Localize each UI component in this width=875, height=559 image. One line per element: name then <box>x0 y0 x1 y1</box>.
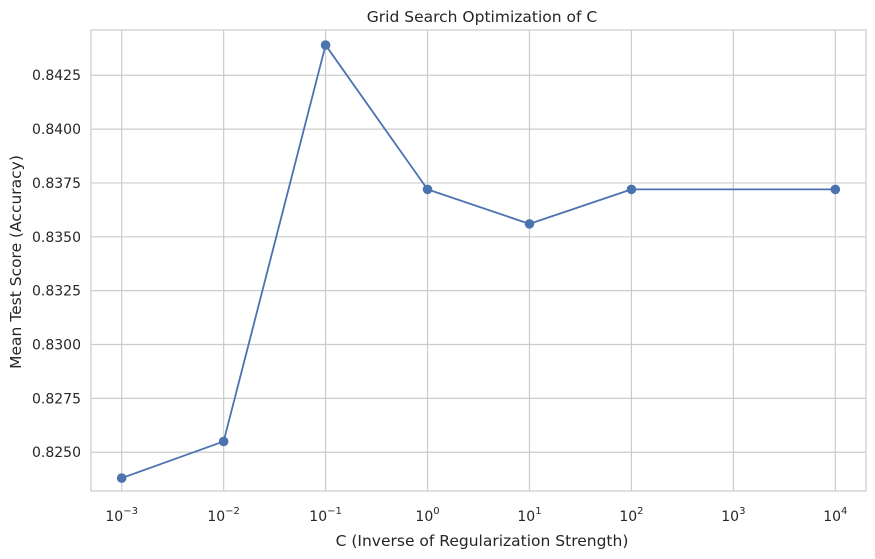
x-axis-ticks: 10−3 10−2 10−1 100 101 102 103 104 <box>105 506 847 525</box>
x-tick-label: 10−1 <box>309 506 342 525</box>
y-tick-label: 0.8425 <box>32 68 81 84</box>
x-tick-label: 101 <box>517 506 541 525</box>
y-axis-ticks: 0.8250 0.8275 0.8300 0.8325 0.8350 0.8375 0.84… <box>32 68 81 461</box>
y-tick-label: 0.8250 <box>32 445 81 461</box>
x-tick-label: 10−2 <box>207 506 240 525</box>
series-line <box>121 44 836 479</box>
series-layer <box>116 40 841 483</box>
chart-title: Grid Search Optimization of C <box>367 8 597 26</box>
data-point <box>116 473 127 483</box>
x-tick-label: 103 <box>721 506 745 525</box>
data-point <box>626 184 637 195</box>
plot-area-frame <box>90 29 867 492</box>
grid <box>91 30 866 491</box>
y-tick-label: 0.8375 <box>32 176 81 192</box>
data-point <box>218 436 229 447</box>
x-tick-label: 100 <box>415 506 439 525</box>
x-tick-label: 102 <box>619 506 643 525</box>
data-point <box>320 40 331 50</box>
y-tick-label: 0.8350 <box>32 230 81 246</box>
data-point <box>422 184 433 195</box>
y-tick-label: 0.8400 <box>32 122 81 138</box>
x-tick-label: 10−3 <box>105 506 138 525</box>
data-point <box>524 219 535 229</box>
data-point <box>830 184 841 195</box>
y-tick-label: 0.8325 <box>32 284 81 300</box>
y-tick-label: 0.8300 <box>32 338 81 354</box>
x-axis-label: C (Inverse of Regularization Strength) <box>336 532 629 550</box>
y-axis-label: Mean Test Score (Accuracy) <box>7 155 25 369</box>
x-tick-label: 104 <box>823 506 847 525</box>
y-tick-label: 0.8275 <box>32 391 81 407</box>
